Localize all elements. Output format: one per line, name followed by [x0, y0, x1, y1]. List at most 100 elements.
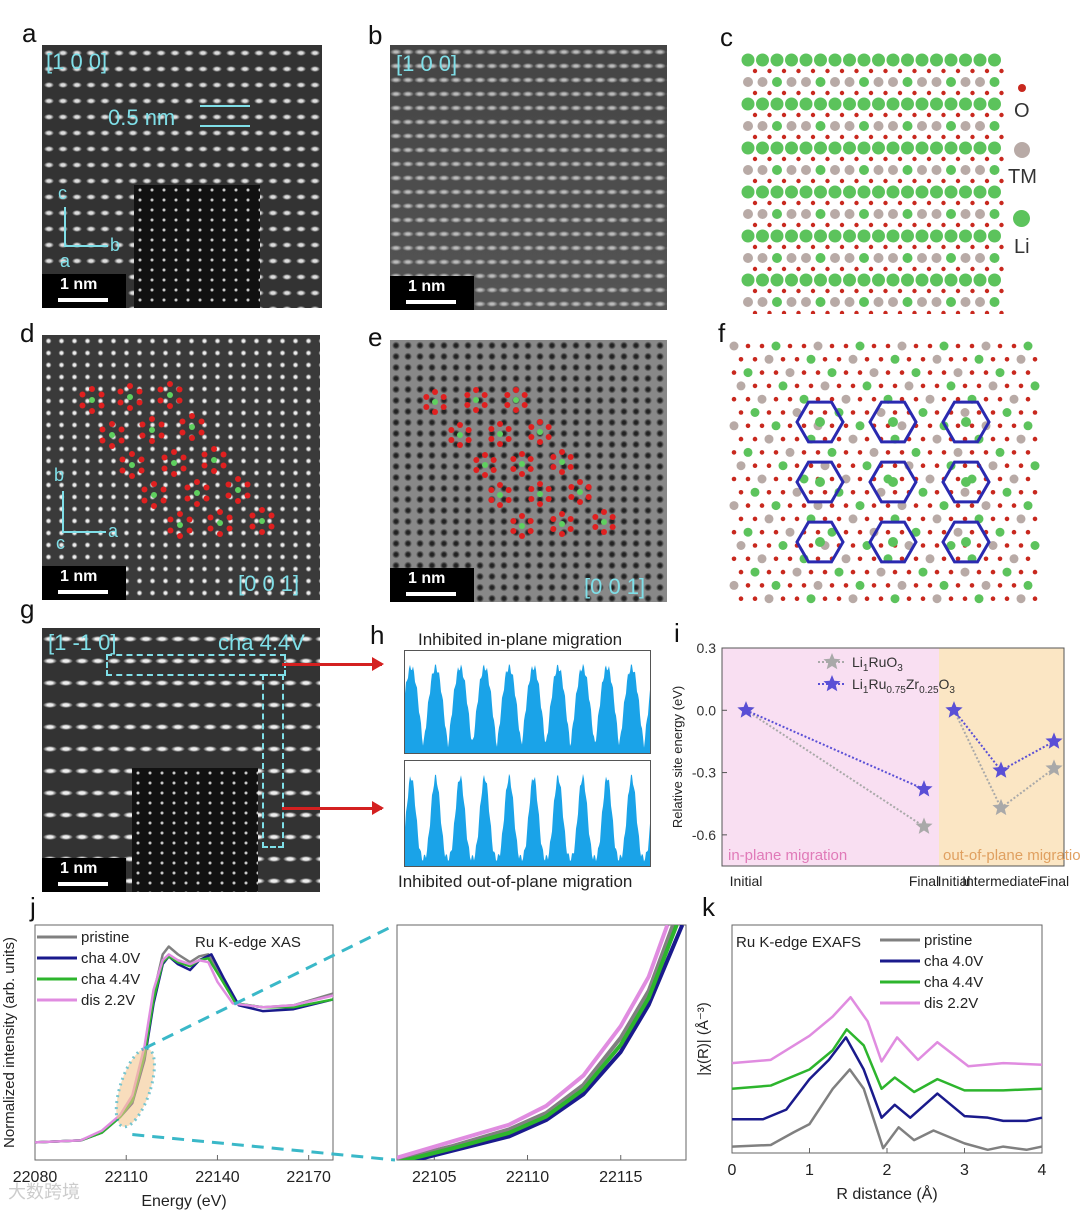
- o-atom: [885, 343, 891, 349]
- o-atom: [955, 423, 961, 429]
- o-atom: [796, 156, 801, 162]
- li-atom: [828, 229, 842, 243]
- li-atom: [901, 141, 914, 155]
- o-marker: [157, 386, 164, 393]
- o-marker: [457, 422, 463, 428]
- o-atom: [752, 436, 758, 442]
- o-marker: [521, 402, 528, 408]
- o-atom: [794, 357, 800, 362]
- o-atom: [906, 569, 912, 575]
- metal-atom: [855, 501, 865, 511]
- o-atom: [810, 200, 816, 206]
- li-marker: [559, 521, 565, 527]
- o-marker: [497, 421, 503, 427]
- o-atom: [801, 503, 807, 508]
- o-marker: [179, 418, 186, 425]
- o-atom: [941, 556, 947, 562]
- metal-atom: [1023, 501, 1033, 511]
- o-atom: [990, 516, 996, 522]
- o-atom: [983, 370, 989, 375]
- li-atom: [944, 97, 958, 111]
- metal-atom: [799, 394, 809, 404]
- tm-atom: [931, 209, 942, 219]
- o-atom: [731, 450, 737, 455]
- o-atom: [955, 244, 961, 250]
- o-atom: [808, 543, 814, 548]
- metal-atom: [771, 501, 781, 511]
- o-atom: [796, 90, 801, 96]
- o-atom: [843, 370, 849, 375]
- tm-atom: [815, 77, 826, 87]
- o-marker: [203, 495, 210, 502]
- o-atom: [864, 490, 870, 495]
- o-atom: [897, 310, 903, 314]
- o-atom: [969, 370, 975, 375]
- tm-atom: [975, 165, 985, 175]
- li-marker: [89, 397, 95, 403]
- o-atom: [787, 343, 793, 349]
- li-atom: [770, 185, 784, 199]
- o-marker: [225, 492, 232, 499]
- o-atom: [920, 383, 926, 389]
- metal-atom: [778, 461, 788, 471]
- metal-atom: [771, 341, 781, 351]
- o-atom: [822, 516, 828, 522]
- o-atom: [912, 266, 917, 272]
- li-atom: [785, 273, 798, 287]
- o-atom: [962, 383, 968, 389]
- o-atom: [857, 396, 863, 402]
- o-marker: [118, 426, 125, 433]
- o-marker: [220, 451, 227, 458]
- metal-atom: [736, 541, 746, 550]
- o-atom: [897, 288, 903, 294]
- li-atom: [959, 141, 972, 155]
- o-atom: [920, 516, 926, 522]
- o-atom: [913, 583, 919, 588]
- o-atom: [955, 343, 961, 349]
- li-atom: [799, 53, 813, 67]
- o-marker: [423, 404, 430, 410]
- o-atom: [868, 178, 874, 184]
- o-marker: [550, 516, 557, 522]
- o-marker: [158, 432, 165, 439]
- tm-atom: [902, 121, 913, 131]
- o-atom: [752, 134, 758, 140]
- o-atom: [999, 222, 1004, 228]
- li-atom: [973, 53, 987, 67]
- o-marker: [167, 403, 173, 409]
- li-marker: [109, 432, 115, 438]
- metal-atom: [806, 594, 816, 604]
- o-atom: [850, 383, 856, 389]
- o-marker: [136, 399, 143, 406]
- o-atom: [912, 222, 917, 228]
- o-marker: [79, 402, 86, 409]
- x-tick-label: 22080: [13, 1169, 58, 1186]
- o-atom: [927, 450, 933, 455]
- o-marker: [99, 437, 106, 444]
- metal-atom: [757, 474, 767, 484]
- li-marker: [167, 392, 173, 398]
- metal-atom: [981, 501, 991, 511]
- o-atom: [808, 410, 814, 415]
- o-atom: [897, 222, 903, 228]
- metal-atom: [925, 554, 935, 564]
- legend-label-o: O: [1014, 100, 1030, 122]
- tm-atom: [743, 77, 753, 87]
- o-atom: [1032, 569, 1038, 575]
- tm-atom: [801, 209, 811, 219]
- o-atom: [990, 490, 996, 495]
- li-atom: [857, 141, 871, 155]
- o-marker: [440, 394, 447, 400]
- o-atom: [927, 503, 933, 508]
- tm-atom: [844, 209, 855, 219]
- axis-b-label: b: [110, 235, 121, 255]
- o-atom: [836, 357, 842, 362]
- o-atom: [843, 529, 849, 535]
- o-atom: [1025, 556, 1031, 562]
- o-marker: [186, 527, 193, 534]
- o-atom: [913, 343, 919, 349]
- o-atom: [934, 463, 940, 468]
- o-marker: [505, 436, 512, 442]
- o-atom: [871, 583, 877, 588]
- o-atom: [1004, 357, 1010, 362]
